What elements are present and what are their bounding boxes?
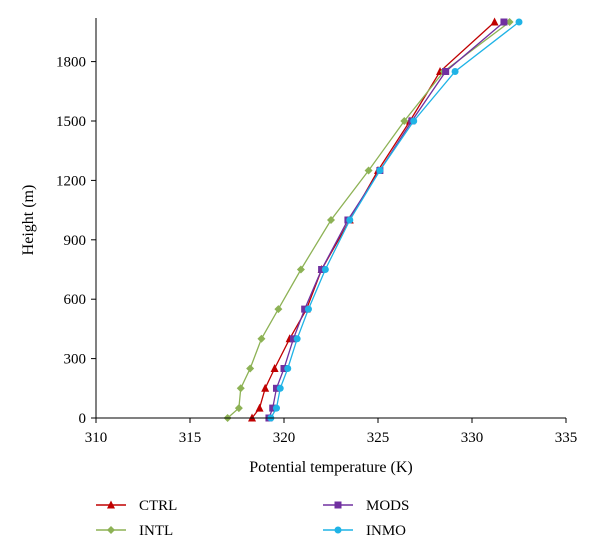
y-tick-label: 1500 [56,114,86,130]
square-marker [289,335,297,343]
series-line [227,21,510,419]
diamond-marker [107,526,115,534]
circle-marker [272,404,280,412]
circle-marker [304,305,312,313]
diamond-marker [246,364,255,373]
x-axis-title: Potential temperature (K) [249,459,413,476]
triangle-marker [255,403,264,412]
y-tick-label: 1800 [56,55,86,71]
triangle-marker [490,17,499,26]
legend-label: INMO [366,523,406,539]
series-line [270,21,520,419]
square-marker [301,305,309,313]
circle-marker [276,384,284,392]
circle-marker [376,167,384,174]
diamond-marker [364,166,373,175]
diamond-marker [327,216,335,224]
diamond-marker [257,334,266,343]
series-mods [265,18,508,422]
square-marker [334,501,342,509]
series-line [251,21,495,419]
y-tick-label: 600 [64,292,87,308]
x-tick-label: 325 [367,430,390,446]
square-marker [269,404,277,412]
x-tick-label: 335 [555,430,578,446]
x-tick-label: 310 [85,430,108,446]
diamond-marker [505,18,514,26]
diamond-marker [400,117,409,125]
circle-marker [346,216,354,224]
y-axis-ticks: 0 300 600 900 1200 1500 1800 [56,55,96,427]
x-tick-label: 315 [179,430,202,446]
circle-marker [284,365,292,372]
circle-marker [321,266,329,273]
square-marker [272,384,280,392]
legend-label: MODS [366,498,409,514]
series-intl [223,18,514,422]
triangle-marker [107,500,115,509]
circle-marker [515,18,523,26]
y-axis-title: Height (m) [20,185,37,256]
legend-label: CTRL [139,498,177,514]
y-tick-label: 300 [64,352,87,368]
square-marker [280,365,288,372]
legend-item-mods: MODS [323,498,409,514]
series-line [268,21,505,419]
diamond-marker [274,305,283,314]
triangle-marker [261,383,270,392]
y-tick-label: 900 [64,233,87,249]
legend: CTRL INTL MODS INMO [96,498,409,539]
diamond-marker [296,265,305,274]
circle-marker [293,335,301,343]
y-tick-label: 1200 [56,173,86,189]
square-marker [500,18,508,26]
series-layer [223,17,523,422]
axes-layer: 310 315 320 325 330 335 0 300 600 900 1200 1500 180… [56,18,577,446]
series-ctrl [248,17,499,422]
legend-item-ctrl: CTRL [96,498,177,514]
diamond-marker [236,384,245,393]
legend-item-intl: INTL [96,523,173,539]
x-axis-ticks: 310 315 320 325 330 335 [85,418,578,446]
legend-label: INTL [139,523,173,539]
series-inmo [267,18,523,422]
square-marker [442,68,450,75]
circle-marker [334,526,342,534]
triangle-marker [270,364,279,372]
square-marker [318,266,326,273]
legend-item-inmo: INMO [323,523,406,539]
y-tick-label: 0 [79,411,87,427]
circle-marker [451,68,459,75]
circle-marker [410,117,418,125]
diamond-marker [234,404,243,413]
x-tick-label: 320 [273,430,296,446]
x-tick-label: 330 [461,430,484,446]
